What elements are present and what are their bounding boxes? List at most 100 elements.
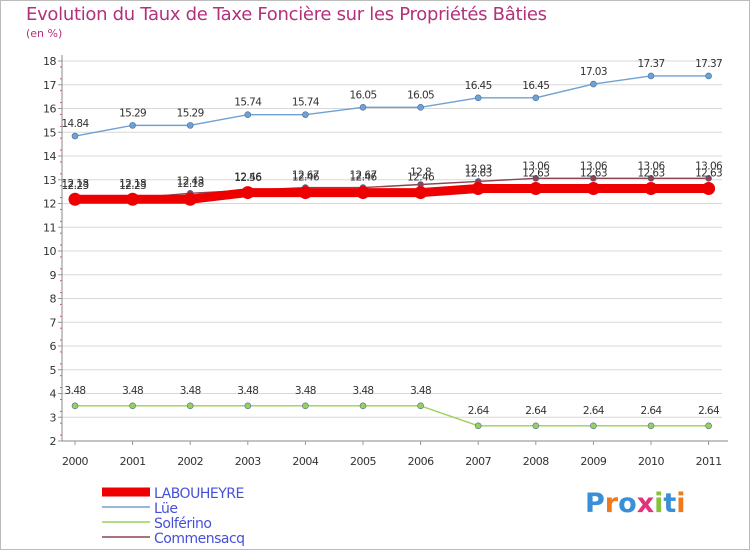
data-point (183, 192, 197, 206)
data-label: 12.18 (119, 178, 146, 190)
logo-letter: o (618, 488, 637, 519)
data-point (702, 182, 716, 196)
series-line (74, 405, 710, 427)
legend-label: Commensacq (154, 531, 245, 547)
data-label: 12.46 (349, 172, 377, 184)
data-label: 12.63 (695, 168, 722, 180)
data-point (532, 94, 540, 102)
y-tick-label: 16 (43, 103, 56, 116)
data-label: 12.63 (637, 168, 664, 180)
logo-letter: i (676, 488, 686, 519)
data-label: 3.48 (295, 385, 316, 397)
data-point (244, 402, 252, 410)
data-label: 12.46 (407, 172, 435, 184)
data-point (414, 186, 428, 200)
data-point (532, 175, 540, 182)
y-tick-label: 11 (43, 221, 56, 234)
data-point (590, 80, 597, 88)
x-tick-label: 2003 (235, 455, 261, 468)
data-label: 2.64 (641, 405, 663, 417)
data-label: 2.64 (468, 405, 490, 417)
y-tick-label: 17 (43, 79, 56, 92)
data-point (298, 186, 312, 200)
data-label: 3.48 (353, 385, 374, 397)
data-point (302, 111, 309, 118)
data-label: 2.64 (698, 405, 720, 417)
y-tick-label: 7 (50, 316, 57, 329)
data-point (244, 111, 252, 118)
data-label: 16.45 (522, 80, 549, 92)
data-point (129, 402, 136, 410)
data-point (586, 182, 600, 196)
x-tick-label: 2011 (696, 455, 722, 468)
y-tick-label: 3 (50, 411, 57, 424)
x-tick-label: 2005 (350, 455, 376, 468)
legend-label: LABOUHEYRE (154, 486, 244, 502)
data-label: 13.06 (637, 160, 665, 172)
data-point (71, 132, 79, 140)
data-point (647, 422, 655, 430)
data-point (644, 182, 658, 196)
data-label: 2.64 (525, 405, 547, 417)
data-label: 12.18 (61, 178, 88, 190)
data-point (359, 402, 367, 410)
data-point (129, 122, 136, 129)
y-tick-label: 9 (50, 269, 57, 282)
data-point (126, 192, 140, 206)
data-label: 3.48 (122, 385, 143, 397)
data-label: 13.06 (580, 160, 608, 172)
data-label: 2.64 (583, 405, 605, 417)
series-line (70, 184, 714, 204)
y-tick-label: 13 (43, 174, 56, 187)
data-point (359, 104, 367, 111)
data-point (705, 422, 712, 430)
y-tick-label: 15 (43, 126, 56, 139)
proxiti-logo: Proxiti (585, 488, 686, 519)
data-point (471, 182, 485, 196)
data-label: 12.63 (580, 168, 607, 180)
logo-letter: P (585, 488, 605, 519)
data-point (529, 182, 543, 196)
data-point (417, 402, 424, 410)
data-label: 3.48 (410, 385, 431, 397)
legend-label: Lüe (154, 501, 178, 517)
y-tick-label: 10 (43, 245, 56, 258)
data-point (186, 402, 194, 410)
y-tick-label: 4 (50, 388, 57, 401)
logo-letter: t (663, 488, 677, 519)
data-label: 12.63 (522, 168, 549, 180)
x-tick-label: 2001 (120, 455, 146, 468)
x-tick-label: 2006 (408, 455, 434, 468)
data-label: 3.48 (237, 385, 258, 397)
series-line (74, 75, 710, 137)
data-label: 12.67 (349, 170, 376, 182)
data-label: 15.74 (234, 97, 262, 109)
y-tick-label: 8 (50, 293, 57, 306)
data-point (474, 422, 482, 430)
data-point (302, 402, 309, 410)
legend-label: Solférino (154, 516, 211, 532)
y-tick-label: 12 (43, 198, 56, 211)
data-point (241, 186, 255, 200)
x-tick-label: 2004 (292, 455, 318, 468)
data-label: 17.37 (637, 58, 664, 70)
data-label: 12.18 (177, 178, 204, 190)
logo-letter: i (654, 488, 664, 519)
data-label: 17.03 (580, 66, 607, 78)
logo-letter: x (636, 488, 655, 519)
x-tick-label: 2009 (580, 455, 606, 468)
data-label: 12.46 (292, 172, 320, 184)
data-label: 17.37 (695, 58, 722, 70)
data-label: 12.63 (465, 168, 492, 180)
data-point (705, 72, 712, 80)
chart-subtitle: (en %) (26, 27, 63, 40)
y-tick-label: 5 (50, 364, 57, 377)
data-point (71, 402, 79, 410)
data-label: 12.8 (410, 167, 431, 179)
data-point (532, 422, 540, 430)
y-tick-label: 2 (50, 435, 57, 448)
data-label: 12.67 (292, 170, 319, 182)
data-label: 3.48 (65, 385, 86, 397)
x-tick-label: 2002 (177, 455, 203, 468)
data-point (590, 175, 597, 182)
